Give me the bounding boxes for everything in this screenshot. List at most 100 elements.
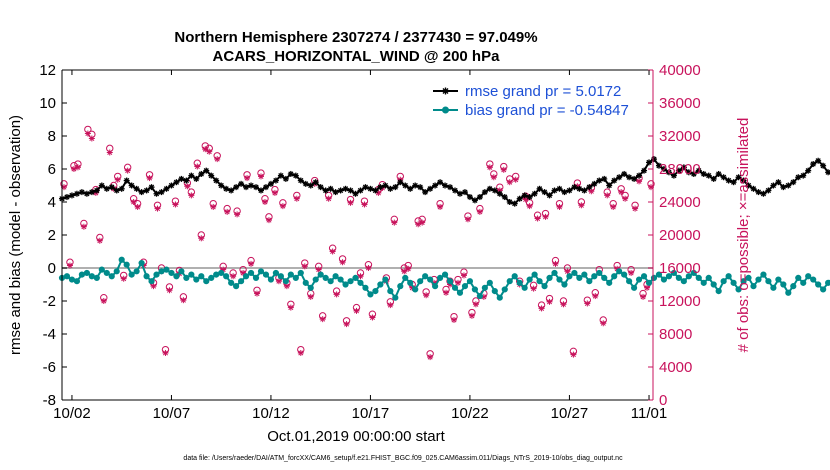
rmse-series-point xyxy=(282,175,289,182)
bias-series-point xyxy=(820,286,827,293)
obs-assimilated-point xyxy=(604,192,611,199)
y-tick-label-left: 12 xyxy=(39,62,56,79)
series-layer xyxy=(58,125,830,361)
bias-series-point xyxy=(441,271,449,278)
legend-swatch-marker xyxy=(442,106,449,114)
y-axis-label-left: rmse and bias (model - observation) xyxy=(7,115,24,355)
bias-series-point xyxy=(705,274,712,281)
bias-series-point xyxy=(98,266,105,273)
rmse-series-point xyxy=(113,187,120,194)
bias-series-point xyxy=(511,273,518,280)
bias-series-point xyxy=(277,273,284,280)
y-tick-label-left: 6 xyxy=(48,161,56,178)
rmse-series-point xyxy=(372,187,379,194)
obs-assimilated-point xyxy=(538,305,545,312)
rmse-series-point xyxy=(297,177,304,184)
bias-series-point xyxy=(307,284,314,291)
rmse-series-point xyxy=(178,175,185,182)
bias-series-point xyxy=(785,289,792,296)
obs-assimilated-point xyxy=(244,175,251,182)
bias-series-point xyxy=(536,278,543,285)
rmse-series-point xyxy=(337,187,344,194)
obs-assimilated-point xyxy=(130,199,137,205)
bias-series-point xyxy=(436,274,444,281)
rmse-series-point xyxy=(606,182,613,189)
bias-series-point xyxy=(173,273,180,280)
y-tick-label-left: 2 xyxy=(48,227,56,244)
bias-series-point xyxy=(432,283,439,290)
rmse-series-point xyxy=(660,166,667,172)
rmse-series-point xyxy=(705,172,712,179)
x-tick-label: 10/22 xyxy=(451,405,489,422)
obs-assimilated-point xyxy=(106,149,113,156)
obs-assimilated-point xyxy=(184,183,191,190)
rmse-series-point xyxy=(392,184,399,191)
obs-assimilated-point xyxy=(628,269,635,276)
obs-assimilated-point xyxy=(325,195,332,202)
obs-assimilated-point xyxy=(329,248,336,255)
bias-series-point xyxy=(735,286,742,293)
bias-series-point xyxy=(725,273,732,280)
bias-series-point xyxy=(382,276,389,283)
bias-series-point xyxy=(203,278,210,285)
obs-assimilated-point xyxy=(283,283,290,290)
rmse-series-point xyxy=(317,184,324,191)
obs-assimilated-point xyxy=(600,320,607,327)
rmse-series-point xyxy=(347,187,354,194)
bias-series-point xyxy=(138,259,145,267)
rmse-series-point xyxy=(128,182,135,189)
bias-series-point xyxy=(168,269,175,277)
rmse-series-point xyxy=(785,182,792,189)
obs-assimilated-point xyxy=(472,301,479,308)
x-tick-label: 10/07 xyxy=(153,405,191,422)
rmse-series-point xyxy=(576,185,583,192)
rmse-series-point xyxy=(88,189,95,196)
bias-series-point xyxy=(272,269,280,277)
rmse-series-point xyxy=(491,187,498,194)
obs-assimilated-point xyxy=(387,302,394,309)
obs-assimilated-point xyxy=(490,174,497,181)
obs-assimilated-point xyxy=(257,173,264,180)
bias-series-point xyxy=(476,292,483,300)
rmse-series-point xyxy=(586,184,593,191)
bias-series-point xyxy=(795,274,802,281)
obs-assimilated-point xyxy=(114,176,121,183)
rmse-series-point xyxy=(476,194,483,201)
rmse-series-point xyxy=(188,172,195,179)
bias-series-point xyxy=(352,274,359,281)
legend-item: rmse grand pr = 5.0172 xyxy=(433,83,621,100)
rmse-series-point xyxy=(725,177,732,184)
obs-assimilated-point xyxy=(443,289,450,296)
bias-series-point xyxy=(123,261,130,268)
bias-series-point xyxy=(148,278,155,285)
obs-assimilated-point xyxy=(542,213,549,220)
obs-assimilated-point xyxy=(451,316,458,323)
rmse-series-point xyxy=(596,177,603,184)
bias-series-point xyxy=(750,283,757,290)
obs-assimilated-point xyxy=(644,284,651,291)
rmse-series-point xyxy=(442,182,449,189)
bias-series-point xyxy=(466,278,474,285)
bias-series-point xyxy=(63,273,71,280)
rmse-series-point xyxy=(377,184,384,191)
bias-series-point xyxy=(128,271,135,278)
rmse-series-point xyxy=(183,177,190,184)
bias-series-point xyxy=(387,288,394,295)
rmse-series-point xyxy=(253,184,260,191)
rmse-series-point xyxy=(646,159,653,166)
bias-series-point xyxy=(481,284,488,291)
obs-assimilated-point xyxy=(347,199,354,206)
bias-series-point xyxy=(312,276,319,283)
bias-series-point xyxy=(257,268,265,275)
rmse-series-point xyxy=(138,189,145,196)
y-axis-label-right: # of obs: o=possible; ×=assimilated xyxy=(735,118,752,353)
rmse-series-point xyxy=(98,182,105,189)
obs-assimilated-point xyxy=(464,216,471,223)
obs-assimilated-point xyxy=(512,176,519,183)
y-tick-label-right: 16000 xyxy=(659,260,701,277)
rmse-series-point xyxy=(506,199,513,205)
obs-assimilated-point xyxy=(632,205,639,212)
rmse-series-point xyxy=(486,185,493,192)
chart-title-line1: Northern Hemisphere 2307274 / 2377430 = … xyxy=(174,29,537,46)
